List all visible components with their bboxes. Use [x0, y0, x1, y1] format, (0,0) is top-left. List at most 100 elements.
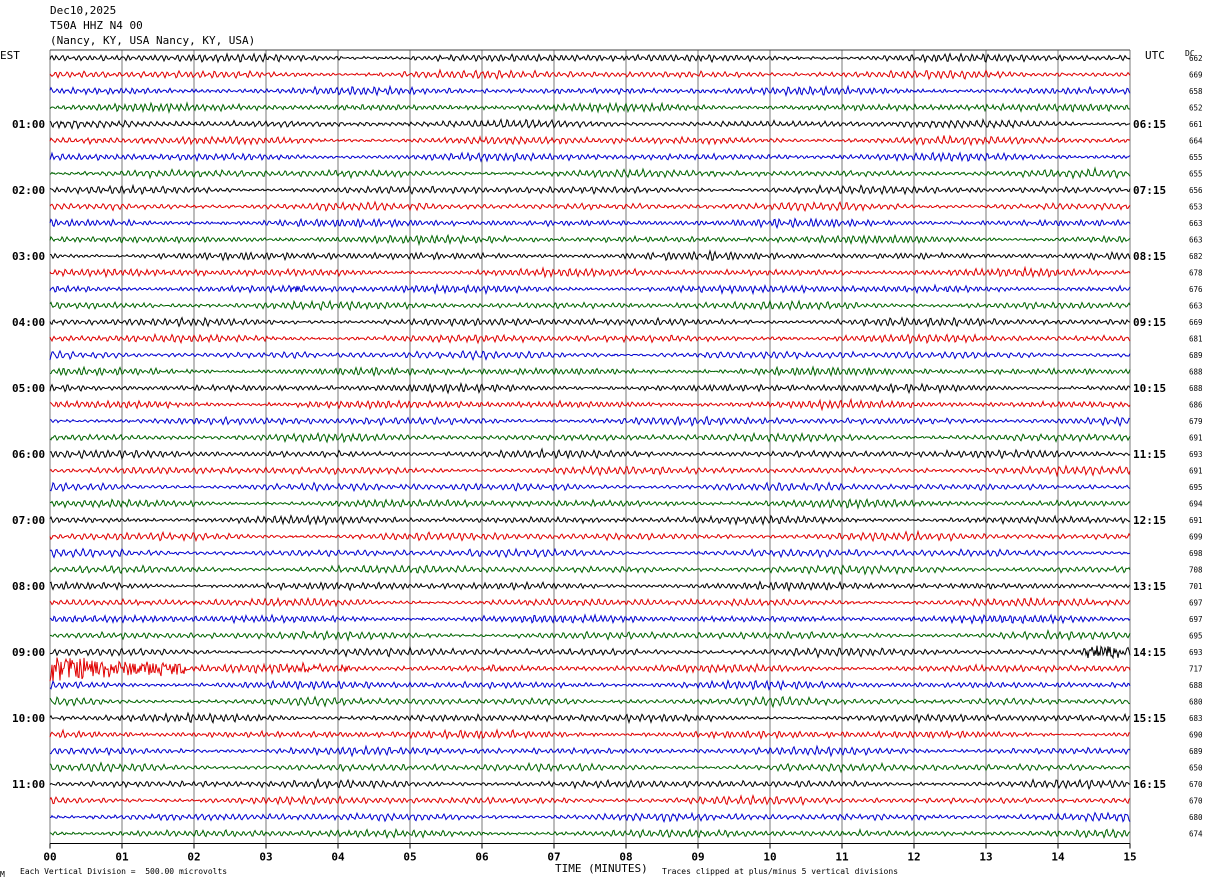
trace-row-24 [49, 447, 1131, 460]
dc-value: 691 [1189, 467, 1203, 476]
x-tick-label: 15 [1123, 851, 1136, 864]
dc-value: 686 [1189, 401, 1203, 410]
dc-value: 697 [1189, 599, 1203, 608]
dc-value: 681 [1189, 335, 1203, 344]
dc-value: 663 [1189, 219, 1203, 228]
dc-value: 695 [1189, 632, 1203, 641]
trace-row-34 [49, 613, 1131, 625]
dc-value: 701 [1189, 582, 1203, 591]
x-tick-label: 07 [547, 851, 560, 864]
trace-row-40 [49, 711, 1131, 725]
trace-row-31 [49, 564, 1131, 576]
dc-value: 717 [1189, 665, 1203, 674]
x-tick-label: 11 [835, 851, 849, 864]
trace-row-42 [49, 744, 1131, 758]
dc-value: 669 [1189, 318, 1203, 327]
station-code: T50A HHZ N4 00 [50, 19, 143, 32]
trace-row-21 [49, 397, 1131, 412]
vertical-scale-note: Each Vertical Division = 500.00 microvol… [20, 867, 228, 876]
trace-row-47 [49, 827, 1131, 839]
right-hour-label: 11:15 [1133, 448, 1166, 461]
trace-row-14 [49, 283, 1131, 296]
dc-value: 688 [1189, 368, 1203, 377]
x-tick-label: 06 [475, 851, 489, 864]
dc-value: 661 [1189, 120, 1203, 129]
trace-row-13 [49, 265, 1131, 279]
trace-row-35 [49, 629, 1131, 642]
dc-value: 656 [1189, 186, 1203, 195]
right-hour-label: 06:15 [1133, 118, 1166, 131]
dc-value: 652 [1189, 104, 1203, 113]
grid-lines [49, 49, 1131, 849]
left-timezone-label: EST [0, 49, 20, 62]
trace-row-6 [49, 151, 1131, 163]
trace-row-3 [49, 101, 1131, 114]
trace-row-43 [49, 761, 1131, 774]
trace-row-41 [49, 728, 1131, 740]
trace-row-7 [49, 166, 1131, 180]
dc-value: 678 [1189, 269, 1203, 278]
dc-value: 680 [1189, 698, 1203, 707]
dc-value: 697 [1189, 615, 1203, 624]
dc-value: 655 [1189, 153, 1203, 162]
dc-value: 679 [1189, 417, 1203, 426]
trace-row-9 [49, 200, 1131, 212]
trace-row-39 [49, 695, 1131, 709]
trace-row-26 [49, 481, 1131, 493]
trace-row-23 [49, 431, 1131, 444]
trace-row-29 [49, 529, 1131, 543]
trace-row-17 [49, 332, 1131, 345]
dc-value: 670 [1189, 780, 1203, 789]
dc-value: 689 [1189, 747, 1203, 756]
x-tick-label: 03 [259, 851, 272, 864]
x-tick-label: 08 [619, 851, 632, 864]
trace-row-5 [49, 134, 1131, 147]
left-hour-label: 06:00 [12, 448, 45, 461]
left-hour-label: 08:00 [12, 580, 45, 593]
trace-row-10 [49, 217, 1131, 230]
trace-row-27 [49, 497, 1131, 510]
trace-row-38 [49, 679, 1131, 691]
right-hour-label: 15:15 [1133, 712, 1166, 725]
dc-value: 699 [1189, 533, 1203, 542]
trace-row-11 [49, 233, 1131, 247]
trace-row-32 [49, 580, 1131, 593]
dc-value: 691 [1189, 516, 1203, 525]
right-hour-label: 16:15 [1133, 778, 1166, 791]
dc-value: 691 [1189, 434, 1203, 443]
dc-value: 655 [1189, 170, 1203, 179]
axis-labels: 00 01 02 03 04 05 06 07 08 09 10 11 12 13 14 15 662 669 65… [12, 54, 1203, 864]
trace-row-44 [49, 777, 1131, 790]
x-tick-label: 05 [403, 851, 416, 864]
x-tick-label: 01 [115, 851, 129, 864]
dc-value: 670 [1189, 797, 1203, 806]
trace-row-20 [49, 381, 1131, 395]
x-tick-label: 04 [331, 851, 345, 864]
corner-mark: M [0, 870, 5, 879]
x-tick-label: 02 [187, 851, 200, 864]
dc-value: 680 [1189, 813, 1203, 822]
x-axis-title: TIME (MINUTES) [555, 862, 648, 875]
dc-value: 662 [1189, 54, 1203, 63]
dc-value: 688 [1189, 681, 1203, 690]
trace-row-2 [49, 84, 1131, 98]
dc-value: 650 [1189, 764, 1203, 773]
trace-row-36 [50, 645, 1131, 660]
trace-row-18 [49, 349, 1131, 362]
left-hour-label: 07:00 [12, 514, 45, 527]
trace-row-37 [49, 657, 1131, 682]
trace-row-4 [49, 117, 1131, 130]
dc-value: 689 [1189, 351, 1203, 360]
dc-value: 708 [1189, 566, 1203, 575]
clip-note: Traces clipped at plus/minus 5 vertical … [662, 867, 899, 876]
left-hour-label: 09:00 [12, 646, 45, 659]
left-hour-label: 11:00 [12, 778, 45, 791]
right-hour-label: 12:15 [1133, 514, 1166, 527]
dc-value: 693 [1189, 450, 1203, 459]
dc-value: 674 [1189, 830, 1203, 839]
trace-row-19 [49, 365, 1131, 378]
x-tick-label: 10 [763, 851, 776, 864]
trace-row-16 [49, 316, 1131, 328]
dc-value: 664 [1189, 137, 1203, 146]
